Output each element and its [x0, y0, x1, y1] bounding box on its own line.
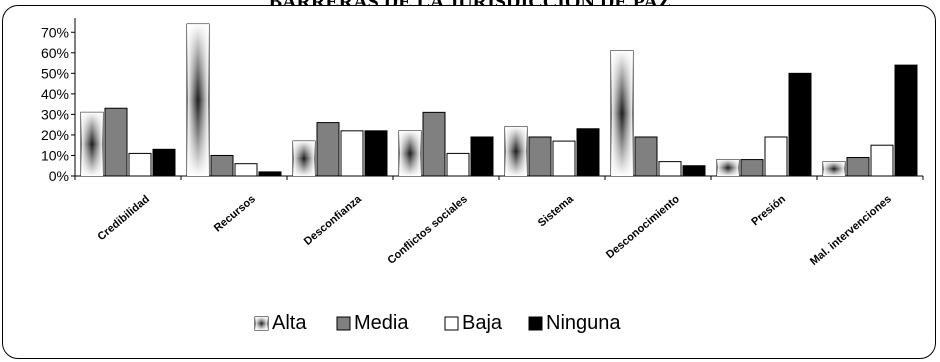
y-tick-label: 10%: [41, 147, 69, 163]
bar-ninguna: [364, 130, 388, 177]
bar-baja: [658, 161, 682, 177]
x-tick-label: Desconfianza: [302, 193, 365, 248]
x-tick-label: Conflictos sociales: [385, 193, 470, 267]
bar-media: [210, 154, 234, 177]
bar-alta-highlight: [717, 159, 739, 176]
x-tick-label: Recursos: [212, 193, 258, 234]
bar-ninguna: [576, 128, 600, 177]
legend-swatch-media: [336, 316, 351, 331]
bar-baja: [234, 163, 258, 177]
y-tick-label: 0%: [49, 168, 69, 184]
y-tick-label: 40%: [41, 86, 69, 102]
bar-baja: [340, 130, 364, 177]
bar-ninguna: [788, 72, 812, 177]
bar-media: [316, 122, 340, 177]
y-tick-label: 20%: [41, 127, 69, 143]
bar-baja: [446, 152, 470, 177]
bar-alta-highlight: [399, 130, 421, 176]
bar-ninguna: [470, 136, 494, 177]
x-tick-label: Mal. intervenciones: [808, 193, 894, 268]
bar-media: [528, 136, 552, 177]
bar-media: [634, 136, 658, 177]
bar-ninguna: [152, 148, 176, 177]
x-tick-label: Sistema: [536, 193, 577, 230]
legend-label-ninguna: Ninguna: [546, 312, 621, 334]
bars: [80, 23, 918, 177]
bar-baja: [764, 136, 788, 177]
legend-label-media: Media: [354, 312, 409, 334]
legend-item-ninguna: Ninguna: [528, 312, 621, 334]
bar-alta-highlight: [293, 141, 315, 176]
y-tick-label: 60%: [41, 45, 69, 61]
bar-alta-highlight: [81, 112, 103, 176]
bar-media: [740, 159, 764, 177]
bar-alta-highlight: [505, 126, 527, 176]
legend-item-baja: Baja: [444, 312, 503, 334]
x-tick-label: Presión: [749, 193, 788, 228]
y-tick-label: 30%: [41, 106, 69, 122]
axes: 0% 10% 20% 30% 40% 50% 60% 70%: [41, 18, 924, 184]
chart-frame: [2, 5, 936, 359]
y-tick-label: 70%: [41, 24, 69, 40]
bar-media: [846, 157, 870, 177]
legend-label-baja: Baja: [462, 312, 503, 334]
legend: Alta Media Baja Ninguna: [254, 312, 621, 334]
legend-swatch-baja: [444, 316, 459, 331]
bar-ninguna: [682, 165, 706, 177]
bar-media: [422, 111, 446, 177]
bar-baja: [870, 144, 894, 177]
legend-swatch-ninguna: [528, 316, 543, 331]
legend-label-alta: Alta: [272, 312, 307, 334]
bar-alta-highlight: [187, 24, 209, 177]
legend-item-alta: Alta: [254, 312, 307, 334]
bar-ninguna: [894, 64, 918, 177]
bar-baja: [128, 152, 152, 177]
bar-media: [104, 107, 128, 177]
x-tick-label: Desconocimiento: [604, 193, 682, 261]
bar-alta-highlight: [611, 50, 633, 176]
y-tick-label: 50%: [41, 65, 69, 81]
legend-swatch-highlight: [255, 317, 268, 330]
legend-item-media: Media: [336, 312, 409, 334]
x-tick-label: Credibilidad: [96, 193, 152, 243]
x-tick-labels: Credibilidad Recursos Desconfianza Conflict…: [96, 193, 894, 268]
bar-ninguna: [258, 171, 282, 177]
bar-baja: [552, 140, 576, 177]
bar-alta-highlight: [823, 161, 845, 176]
